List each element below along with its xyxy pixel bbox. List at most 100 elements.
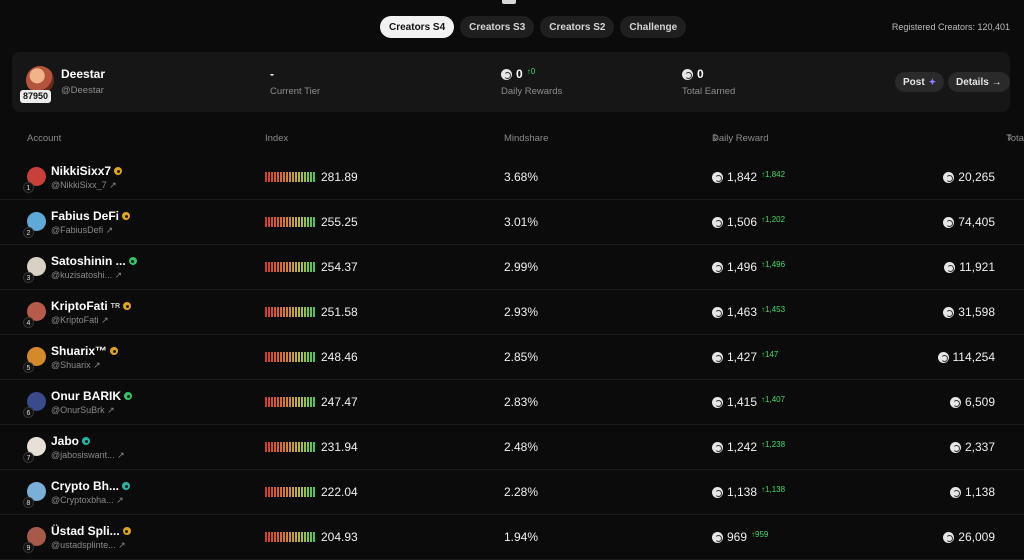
column-mindshare: Mindshare bbox=[504, 133, 549, 144]
daily-reward-cell: 1,242 ↑1,238 bbox=[712, 440, 785, 454]
table-row[interactable]: 6 Onur BARIK @OnurSuBrk ↗ 247.47 2.83% 1,415 ↑… bbox=[0, 380, 1024, 425]
daily-reward-delta: ↑1,496 bbox=[761, 259, 786, 269]
sparkle-icon: ✦ bbox=[928, 76, 937, 87]
verified-badge-icon bbox=[124, 392, 132, 400]
details-button-label: Details → bbox=[956, 76, 1002, 88]
creator-avatar[interactable] bbox=[27, 392, 46, 411]
rank-badge: 1 bbox=[23, 182, 34, 193]
creator-name[interactable]: Satoshinin ... bbox=[51, 254, 126, 268]
creator-name[interactable]: Üstad Spli... bbox=[51, 524, 120, 538]
index-meter bbox=[265, 442, 316, 452]
total-reward-cell: 74,405 bbox=[943, 215, 995, 229]
creator-avatar[interactable] bbox=[27, 257, 46, 276]
mindshare-value: 2.85% bbox=[504, 350, 539, 364]
token-icon bbox=[712, 261, 723, 273]
creator-avatar[interactable] bbox=[27, 167, 46, 186]
creator-avatar[interactable] bbox=[27, 437, 46, 456]
verified-badge-icon bbox=[114, 167, 123, 175]
creator-name-line: Satoshinin ... bbox=[51, 254, 137, 268]
creator-avatar[interactable] bbox=[27, 302, 46, 321]
creator-handle-link[interactable]: @Shuarix ↗ bbox=[51, 360, 101, 370]
index-value: 281.89 bbox=[321, 170, 358, 184]
creator-name-line: KriptoFati TR bbox=[51, 299, 132, 313]
index-value: 254.37 bbox=[321, 260, 358, 274]
creator-handle-link[interactable]: @Cryptoxbha... ↗ bbox=[51, 495, 124, 505]
creator-handle-link[interactable]: @OnurSuBrk ↗ bbox=[51, 405, 115, 415]
creator-handle-link[interactable]: @NikkiSixx_7 ↗ bbox=[51, 180, 117, 190]
total-reward-value: 20,265 bbox=[958, 170, 995, 184]
creator-avatar[interactable] bbox=[27, 527, 46, 546]
daily-reward-value: 1,842 bbox=[727, 170, 758, 184]
table-row[interactable]: 7 Jabo @jabosiswant... ↗ 231.94 2.48% 1,242 ↑1… bbox=[0, 425, 1024, 470]
tab-creators-s4[interactable]: Creators S4 bbox=[380, 16, 455, 38]
creator-name[interactable]: Onur BARIK bbox=[51, 389, 121, 403]
daily-reward-value: 1,138 bbox=[727, 485, 758, 499]
details-button[interactable]: Details → bbox=[948, 72, 1010, 92]
creator-name-line: Jabo bbox=[51, 434, 91, 448]
index-meter bbox=[265, 262, 316, 272]
table-row[interactable]: 1 NikkiSixx7 @NikkiSixx_7 ↗ 281.89 3.68% 1,84… bbox=[0, 155, 1024, 200]
mindshare-value: 2.48% bbox=[504, 440, 539, 454]
daily-rewards-delta: ↑0 bbox=[526, 66, 536, 76]
tab-creators-s3[interactable]: Creators S3 bbox=[460, 16, 535, 38]
index-meter bbox=[265, 487, 316, 497]
creator-avatar[interactable] bbox=[27, 482, 46, 501]
verified-badge-icon bbox=[122, 482, 130, 490]
rank-badge: 4 bbox=[23, 317, 34, 328]
creator-handle-link[interactable]: @jabosiswant... ↗ bbox=[51, 450, 125, 460]
creator-name[interactable]: Crypto Bh... bbox=[51, 479, 119, 493]
creator-handle-link[interactable]: @KriptoFati ↗ bbox=[51, 315, 109, 325]
creator-name[interactable]: KriptoFati bbox=[51, 299, 108, 313]
index-value: 255.25 bbox=[321, 215, 358, 229]
user-score-badge: 87950 bbox=[20, 90, 52, 103]
tab-challenge[interactable]: Challenge bbox=[620, 16, 687, 38]
user-summary-card: 87950 Deestar @Deestar - Current Tier 0 ↑… bbox=[12, 52, 1010, 112]
index-value: 231.94 bbox=[321, 440, 358, 454]
index-value: 247.47 bbox=[321, 395, 358, 409]
creator-name[interactable]: NikkiSixx7 bbox=[51, 164, 112, 178]
creator-avatar[interactable] bbox=[27, 347, 46, 366]
sort-icon: ⇕ bbox=[712, 133, 719, 142]
index-meter bbox=[265, 172, 316, 182]
total-reward-cell: 20,265 bbox=[943, 170, 995, 184]
table-row[interactable]: 4 KriptoFati TR @KriptoFati ↗ 251.58 2.93% 1,4… bbox=[0, 290, 1024, 335]
column-index: Index bbox=[265, 133, 289, 144]
table-row[interactable]: 5 Shuarix™ @Shuarix ↗ 248.46 2.85% 1,427 ↑147 1… bbox=[0, 335, 1024, 380]
token-icon bbox=[943, 216, 955, 228]
rank-badge: 2 bbox=[23, 227, 34, 238]
mindshare-value: 2.93% bbox=[504, 305, 539, 319]
token-icon bbox=[501, 68, 512, 80]
creator-handle-link[interactable]: @ustadsplinte... ↗ bbox=[51, 540, 126, 550]
daily-reward-delta: ↑147 bbox=[761, 349, 779, 359]
token-icon bbox=[943, 306, 955, 318]
token-icon bbox=[712, 441, 723, 453]
user-avatar[interactable] bbox=[26, 66, 54, 94]
daily-reward-value: 1,427 bbox=[727, 350, 758, 364]
creator-handle-link[interactable]: @kuzisatoshi... ↗ bbox=[51, 270, 123, 280]
column-account: Account bbox=[27, 133, 62, 144]
token-icon bbox=[712, 306, 723, 318]
token-icon bbox=[949, 486, 961, 498]
tab-creators-s2[interactable]: Creators S2 bbox=[540, 16, 615, 38]
rank-badge: 8 bbox=[23, 497, 34, 508]
rank-badge: 3 bbox=[23, 272, 34, 283]
table-row[interactable]: 9 Üstad Spli... @ustadsplinte... ↗ 204.93 1.… bbox=[0, 515, 1024, 560]
daily-reward-value: 1,506 bbox=[727, 215, 758, 229]
table-row[interactable]: 8 Crypto Bh... @Cryptoxbha... ↗ 222.04 2.28%… bbox=[0, 470, 1024, 515]
total-earned-stat: 0 Total Earned bbox=[682, 67, 735, 97]
creator-name[interactable]: Jabo bbox=[51, 434, 80, 448]
creator-name[interactable]: Fabius DeFi bbox=[51, 209, 120, 223]
creator-handle-link[interactable]: @FabiusDefi ↗ bbox=[51, 225, 114, 235]
title-stub bbox=[502, 0, 516, 4]
creator-name[interactable]: Shuarix™ bbox=[51, 344, 108, 358]
creator-avatar[interactable] bbox=[27, 212, 46, 231]
table-row[interactable]: 2 Fabius DeFi @FabiusDefi ↗ 255.25 3.01% 1,50… bbox=[0, 200, 1024, 245]
current-tier-stat: - Current Tier bbox=[270, 67, 320, 97]
index-meter bbox=[265, 397, 316, 407]
table-row[interactable]: 3 Satoshinin ... @kuzisatoshi... ↗ 254.37 2.… bbox=[0, 245, 1024, 290]
post-button[interactable]: Post ✦ bbox=[895, 72, 945, 92]
daily-reward-value: 1,463 bbox=[727, 305, 758, 319]
rank-badge: 7 bbox=[23, 452, 34, 463]
rank-badge: 9 bbox=[23, 542, 34, 553]
daily-reward-cell: 1,496 ↑1,496 bbox=[712, 260, 785, 274]
